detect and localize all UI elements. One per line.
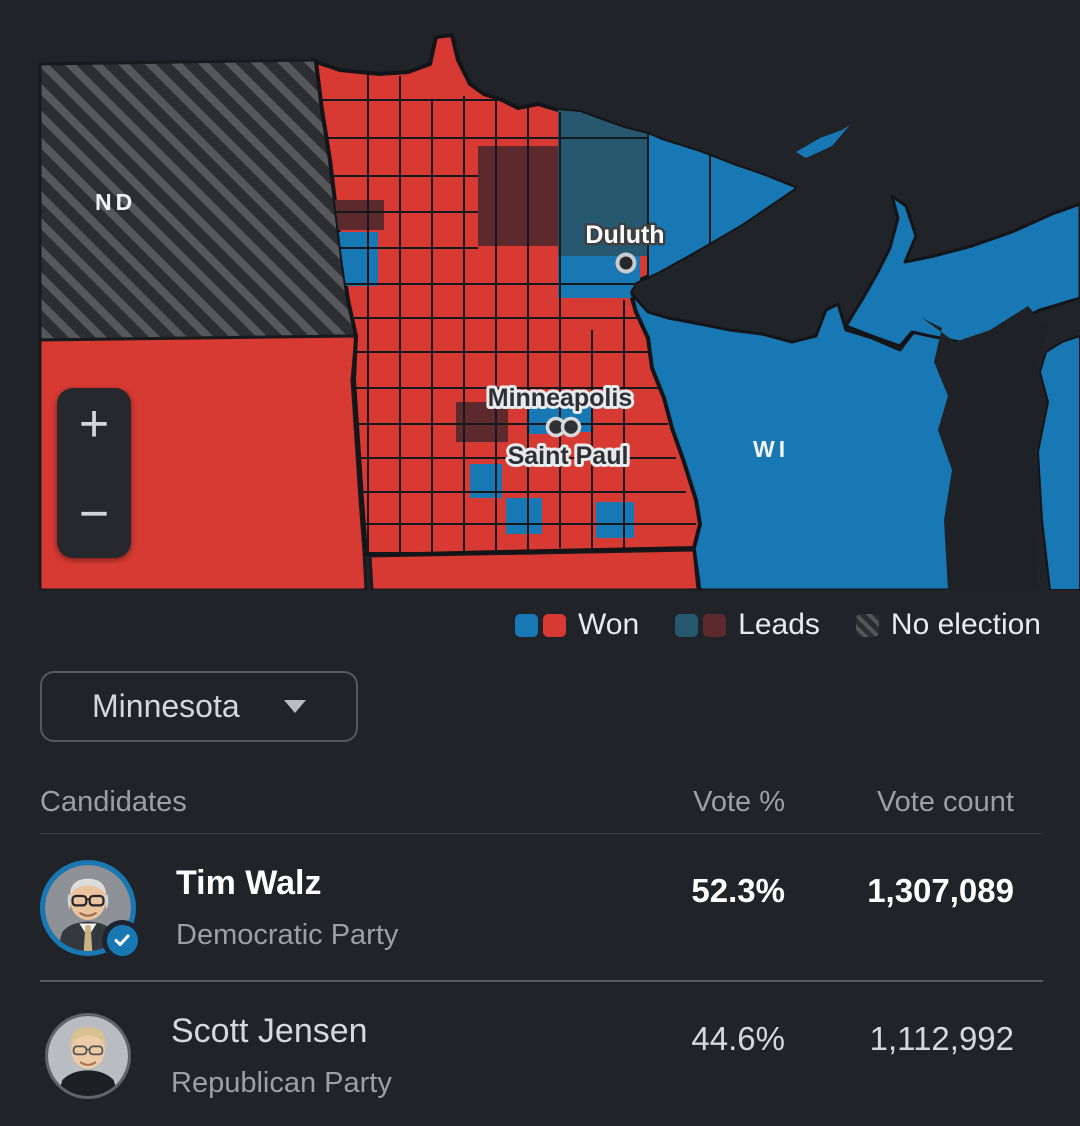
winner-check-badge: [102, 920, 142, 960]
label-duluth: Duluth: [585, 221, 664, 249]
vote-pct-value: 44.6%: [691, 1020, 785, 1057]
candidate-party: Democratic Party: [176, 919, 399, 951]
duluth-marker: [615, 252, 637, 274]
state-north-dakota: [38, 58, 358, 342]
won-rep-swatch: [543, 613, 566, 637]
header-candidates: Candidates: [40, 786, 187, 818]
chevron-down-icon: [283, 700, 306, 713]
legend-item-leads: Leads: [675, 608, 820, 642]
state-michigan-lp: [1036, 334, 1080, 590]
jensen-portrait: [48, 1016, 128, 1096]
legend-item-won: Won: [515, 608, 639, 642]
legend-leads-label: Leads: [738, 608, 820, 641]
candidate-row-tim-walz: Tim Walz Democratic Party 52.3% 1,307,08…: [40, 834, 1043, 982]
check-icon: [114, 934, 130, 946]
legend-item-no-election: No election: [855, 608, 1041, 642]
map-zoom-control: + −: [57, 388, 131, 558]
candidates-table: Candidates Vote % Vote count: [40, 742, 1043, 1124]
vote-count-value: 1,307,089: [867, 872, 1014, 909]
zoom-in-button[interactable]: +: [57, 398, 131, 450]
election-map[interactable]: ND WI Duluth Minneapolis Saint Paul + −: [0, 0, 1080, 590]
candidate-name: Scott Jensen: [171, 1012, 368, 1050]
label-saint-paul: Saint Paul: [508, 442, 629, 470]
candidate-name: Tim Walz: [176, 864, 322, 902]
header-vote-pct: Vote %: [693, 786, 785, 818]
lake-michigan: [922, 306, 1048, 590]
isle-royale: [796, 125, 850, 158]
avatar-scott-jensen: [40, 1008, 131, 1099]
leads-dem-swatch: [675, 613, 699, 637]
label-north-dakota: ND: [95, 189, 136, 215]
label-minneapolis: Minneapolis: [488, 384, 632, 412]
vote-count-value: 1,112,992: [869, 1020, 1014, 1057]
saint-paul-marker: [560, 416, 582, 438]
leads-rep-swatch: [703, 613, 727, 637]
legend-won-label: Won: [578, 608, 640, 641]
no-election-swatch: [855, 613, 879, 637]
map-legend: Won Leads No election: [0, 606, 1041, 644]
region-selector-value: Minnesota: [92, 688, 240, 724]
won-dem-swatch: [515, 613, 538, 637]
avatar-tim-walz: [40, 860, 142, 960]
region-selector-dropdown[interactable]: Minnesota: [40, 671, 358, 742]
legend-no-election-label: No election: [890, 608, 1041, 641]
header-vote-count: Vote count: [876, 786, 1014, 818]
state-michigan-up: [844, 194, 1080, 348]
map-canvas[interactable]: ND WI Duluth Minneapolis Saint Paul: [0, 0, 1080, 590]
candidate-row-scott-jensen: Scott Jensen Republican Party 44.6% 1,11…: [40, 982, 1043, 1124]
table-header: Candidates Vote % Vote count: [40, 742, 1043, 834]
label-wisconsin: WI: [753, 436, 789, 462]
zoom-out-button[interactable]: −: [57, 488, 131, 540]
minnesota-counties: [318, 74, 795, 552]
candidate-party: Republican Party: [171, 1067, 392, 1099]
vote-pct-value: 52.3%: [691, 872, 785, 909]
